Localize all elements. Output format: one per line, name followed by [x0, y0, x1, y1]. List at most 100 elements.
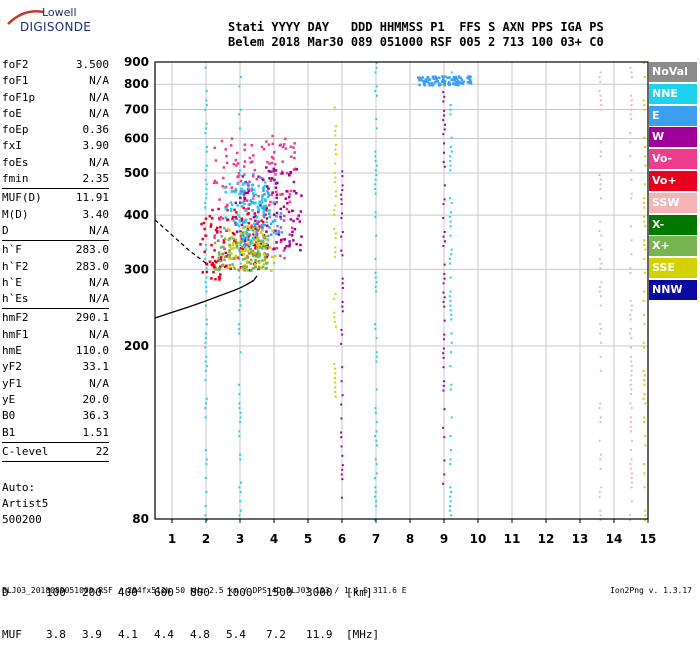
- echo-point: [374, 500, 377, 503]
- echo-point: [629, 113, 632, 116]
- echo-point: [238, 393, 241, 396]
- echo-point: [210, 277, 213, 280]
- echo-point: [295, 191, 298, 195]
- echo-point: [599, 402, 602, 405]
- echo-point: [630, 369, 633, 372]
- echo-point: [375, 472, 378, 475]
- echo-point: [434, 80, 438, 83]
- echo-point: [204, 505, 207, 508]
- x-tick-label: 9: [440, 532, 448, 546]
- x-tick-label: 6: [338, 532, 346, 546]
- echo-point: [599, 183, 602, 186]
- echo-point: [450, 313, 453, 316]
- echo-point: [242, 236, 246, 240]
- echo-point: [264, 198, 267, 201]
- echo-point: [228, 243, 231, 247]
- echo-point: [341, 282, 344, 285]
- param-name: MUF(D): [2, 191, 42, 205]
- param-row: fmin 2.35: [2, 171, 109, 187]
- echo-point: [374, 211, 377, 214]
- echo-point: [283, 256, 286, 260]
- echo-point: [442, 426, 445, 429]
- echo-point: [455, 80, 458, 84]
- echo-point: [598, 173, 601, 176]
- echo-point: [340, 417, 343, 420]
- echo-point: [277, 230, 281, 234]
- echo-point: [598, 76, 601, 79]
- echo-point: [644, 509, 647, 512]
- echo-point: [223, 237, 227, 241]
- echo-point: [245, 199, 249, 202]
- echo-point: [341, 366, 344, 369]
- echo-point: [204, 169, 207, 172]
- echo-point: [340, 445, 343, 448]
- table-cell: 400: [118, 586, 138, 599]
- echo-point: [205, 365, 208, 368]
- echo-point: [296, 217, 299, 221]
- echo-point: [294, 167, 297, 171]
- echo-point: [265, 166, 268, 169]
- echo-point: [341, 189, 344, 192]
- echo-point: [264, 208, 268, 212]
- echo-point: [267, 234, 270, 238]
- echo-point: [254, 225, 257, 228]
- echo-point: [235, 230, 239, 233]
- echo-point: [599, 178, 602, 181]
- echo-point: [431, 83, 434, 87]
- echo-point: [248, 180, 251, 184]
- echo-point: [241, 266, 244, 270]
- echo-point: [279, 172, 283, 175]
- param-name: hmF1: [2, 327, 29, 341]
- echo-point: [223, 255, 227, 259]
- echo-point: [237, 172, 241, 175]
- param-separator: [2, 308, 109, 310]
- echo-point: [272, 213, 276, 217]
- echo-point: [334, 372, 337, 375]
- echo-point: [254, 232, 257, 236]
- echo-point: [237, 175, 240, 178]
- echo-point: [449, 276, 452, 279]
- echo-point: [211, 208, 214, 212]
- echo-point: [285, 207, 289, 211]
- echo-point: [219, 230, 222, 234]
- echo-point: [443, 142, 446, 145]
- echo-point: [468, 80, 472, 84]
- echo-point: [210, 243, 213, 247]
- echo-point: [375, 388, 378, 391]
- echo-point: [254, 247, 257, 250]
- echo-point: [238, 257, 241, 260]
- echo-point: [288, 244, 291, 248]
- echo-point: [254, 236, 258, 239]
- table-cell: 200: [82, 586, 102, 599]
- table-cell: 4.8: [190, 628, 210, 641]
- param-name: B1: [2, 425, 16, 439]
- echo-point: [251, 160, 254, 163]
- muf-table: D 100 200 400 600 800 1000 1500 3000 [km] MUF 3.8 3…: [2, 558, 396, 656]
- param-value: 1.51: [82, 425, 110, 439]
- param-row: foE N/A: [2, 106, 109, 122]
- echo-point: [204, 514, 207, 517]
- param-row: MUF(D) 11.91: [2, 190, 109, 206]
- echo-point: [204, 369, 207, 372]
- echo-point: [272, 157, 275, 160]
- param-name: foF2: [2, 58, 29, 71]
- echo-point: [643, 206, 646, 209]
- echo-point: [240, 231, 244, 235]
- echo-point: [288, 193, 292, 196]
- echo-point: [275, 196, 278, 200]
- echo-point: [461, 82, 465, 86]
- echo-point: [254, 255, 258, 258]
- echo-point: [452, 82, 455, 85]
- param-value: 290.1: [75, 311, 109, 325]
- echo-point: [630, 169, 633, 172]
- echo-point: [230, 207, 233, 211]
- echo-point: [374, 178, 377, 181]
- echo-point: [629, 425, 632, 428]
- echo-point: [233, 267, 236, 270]
- auto-label: Auto:: [2, 481, 36, 494]
- echo-point: [250, 189, 253, 192]
- echo-point: [257, 184, 260, 188]
- echo-point: [265, 253, 268, 256]
- param-name: h`F2: [2, 259, 29, 273]
- echo-point: [230, 252, 233, 256]
